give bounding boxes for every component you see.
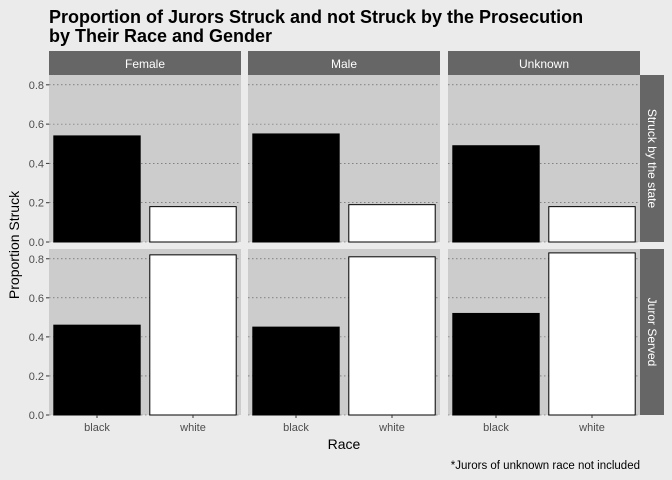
bar-struck-by-the-state-unknown-black [452,145,540,243]
x-tick-label-white: white [578,422,605,434]
y-tick-label: 0.8 [29,254,44,266]
bar-struck-by-the-state-male-white [348,204,436,243]
x-tick-label-white: white [179,422,206,434]
x-tick-label-black: black [483,422,509,434]
bar-juror-served-unknown-white [548,252,636,416]
panel-struck-by-the-state-male [248,75,440,243]
panel-struck-by-the-state-unknown [448,75,640,243]
chart-caption: *Jurors of unknown race not included [451,460,640,472]
panel-juror-served-female: 0.0 0.2 0.4 0.6 0.8 black white [29,249,241,434]
strip-struck-by-the-state [640,75,664,242]
bar-juror-served-male-black [252,326,340,416]
strip-label-struck-by-the-state: Struck by the state [645,109,659,209]
strip-juror-served [640,249,664,415]
bar-struck-by-the-state-male-black [252,133,340,243]
x-tick-label-white: white [378,422,405,434]
panel-juror-served-unknown: black white [448,249,640,434]
y-tick-label: 0.8 [29,80,44,92]
bar-struck-by-the-state-female-black [53,135,141,243]
bar-juror-served-female-white [149,254,237,416]
plot-area: Female Male Unknown Struck by the state Juro… [29,51,664,434]
x-tick-label-black: black [283,422,309,434]
strip-label-female: Female [125,57,165,71]
x-axis-title: Race [328,436,361,452]
panel-juror-served-male: black white [248,249,440,434]
y-tick-label: 0.6 [29,119,44,131]
strip-label-unknown: Unknown [519,57,569,71]
strip-female [49,51,241,75]
y-tick-label: 0.0 [29,410,44,422]
y-tick-label: 0.4 [29,158,44,170]
chart-title-line-1: Proportion of Jurors Struck and not Stru… [49,7,583,27]
bar-juror-served-male-white [348,256,436,416]
bar-juror-served-unknown-black [452,312,540,416]
panel-struck-by-the-state-female: 0.0 0.2 0.4 0.6 0.8 [29,75,241,249]
strip-label-male: Male [331,57,357,71]
chart-title-line-2: by Their Race and Gender [49,26,272,46]
y-tick-label: 0.4 [29,332,44,344]
strip-label-juror-served: Juror Served [645,298,659,367]
y-axis-title: Proportion Struck [6,190,22,299]
bar-struck-by-the-state-unknown-white [548,206,636,243]
bar-juror-served-female-black [53,324,141,416]
y-tick-label: 0.0 [29,237,44,249]
y-tick-label: 0.6 [29,293,44,305]
strip-unknown [448,51,640,75]
x-tick-label-black: black [84,422,110,434]
y-tick-label: 0.2 [29,198,44,210]
bar-struck-by-the-state-female-white [149,206,237,243]
strip-male [248,51,440,75]
y-tick-label: 0.2 [29,371,44,383]
